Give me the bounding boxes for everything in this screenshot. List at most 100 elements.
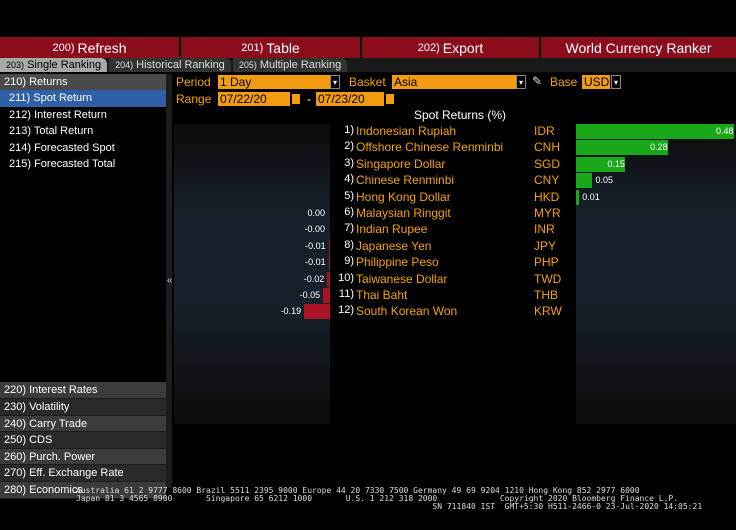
sidebar-item-carry-trade[interactable]: 240) Carry Trade — [0, 415, 166, 433]
table-row[interactable]: 1) Indonesian Rupiah IDR 0.48 — [174, 124, 736, 140]
currency-name[interactable]: Offshore Chinese Renminbi — [356, 140, 504, 155]
currency-name[interactable]: Indian Rupee — [356, 222, 428, 237]
range-from-input[interactable]: 07/22/20 — [218, 92, 290, 106]
table-row[interactable]: 2) Offshore Chinese Renminbi CNH 0.28 — [174, 140, 736, 156]
negative-bar — [323, 288, 330, 303]
table-row[interactable]: 4) Chinese Renminbi CNY 0.05 — [174, 173, 736, 189]
table-row[interactable]: 9) Philippine Peso PHP -0.01 — [174, 255, 736, 271]
range-label: Range — [176, 92, 212, 106]
currency-name[interactable]: Hong Kong Dollar — [356, 189, 451, 204]
currency-code[interactable]: THB — [534, 288, 558, 302]
rank-number: 5) — [344, 189, 354, 202]
rank-number: 11) — [338, 288, 354, 300]
currency-code[interactable]: CNY — [534, 173, 560, 188]
sidebar-item-forecasted-spot[interactable]: 214) Forecasted Spot — [0, 139, 166, 156]
currency-name[interactable]: Indonesian Rupiah — [356, 124, 457, 138]
refresh-button[interactable]: 200) Refresh — [0, 37, 181, 58]
currency-name[interactable]: Philippine Peso — [356, 255, 439, 270]
sidebar-item-spot-return[interactable]: 211) Spot Return — [0, 90, 166, 107]
base-dropdown-icon[interactable]: ▾ — [611, 75, 621, 89]
currency-code[interactable]: INR — [534, 222, 555, 237]
table-button[interactable]: 201) Table — [181, 37, 362, 58]
currency-code[interactable]: TWD — [534, 271, 562, 286]
table-shortcut: 201) — [241, 41, 264, 54]
period-select[interactable]: 1 Day — [218, 75, 330, 89]
currency-code[interactable]: HKD — [534, 189, 560, 204]
negative-bar — [328, 238, 330, 254]
basket-label: Basket — [349, 75, 386, 89]
sidebar-item-interest-rates[interactable]: 220) Interest Rates — [0, 382, 166, 399]
currency-name[interactable]: Chinese Renminbi — [356, 173, 455, 188]
table-row[interactable]: 12) South Korean Won KRW -0.19 — [174, 304, 736, 320]
sidebar-item-economics[interactable]: 280) Economics — [0, 481, 166, 499]
table-row[interactable]: 11) Thai Baht THB -0.05 — [174, 288, 736, 304]
currency-name[interactable]: Taiwanese Dollar — [356, 271, 448, 286]
bar-value-label: -0.00 — [304, 224, 325, 235]
table-row[interactable]: 8) Japanese Yen JPY -0.01 — [174, 238, 736, 255]
sidebar-spacer — [0, 172, 166, 383]
table-row[interactable]: 5) Hong Kong Dollar HKD 0.01 — [174, 189, 736, 206]
sidebar-item-interest-return[interactable]: 212) Interest Return — [0, 106, 166, 124]
currency-code[interactable]: KRW — [534, 304, 562, 319]
negative-bar-panel — [174, 124, 330, 424]
currency-name[interactable]: Malaysian Ringgit — [356, 206, 451, 220]
tab-historical-ranking[interactable]: 204) Historical Ranking — [109, 58, 231, 72]
positive-bar — [576, 156, 626, 172]
calendar-from-icon[interactable] — [291, 93, 301, 105]
rank-number: 7) — [344, 222, 354, 235]
range-separator: - — [307, 92, 311, 106]
currency-name[interactable]: Japanese Yen — [356, 238, 432, 253]
currency-code[interactable]: SGD — [534, 156, 561, 171]
export-shortcut: 202) — [417, 41, 440, 54]
currency-code[interactable]: PHP — [534, 255, 559, 270]
currency-name[interactable]: Thai Baht — [356, 288, 408, 302]
basket-dropdown-icon[interactable]: ▾ — [516, 75, 526, 89]
footer-line-1: Australia 61 2 9777 8600 Brazil 5511 239… — [76, 486, 640, 495]
bar-value-label: 0.01 — [582, 191, 600, 202]
bar-value-label: -0.01 — [305, 257, 326, 268]
tab-label: Multiple Ranking — [259, 59, 342, 71]
currency-name[interactable]: South Korean Won — [356, 304, 458, 319]
currency-code[interactable]: IDR — [534, 124, 555, 138]
base-select[interactable]: USD — [582, 75, 610, 89]
bar-value-label: 0.05 — [595, 175, 613, 186]
basket-select[interactable]: Asia — [392, 75, 526, 89]
negative-bar — [304, 304, 330, 320]
export-button[interactable]: 202) Export — [362, 37, 541, 58]
tab-multiple-ranking[interactable]: 205) Multiple Ranking — [232, 58, 348, 72]
filter-panel: Period 1 Day ▾ Basket Asia ▾ ✎ Base USD … — [174, 74, 736, 108]
period-label: Period — [176, 75, 211, 89]
footer-line-3: SN 711840 IST GMT+5:30 H511-2466-0 23-Ju… — [76, 502, 703, 511]
pencil-icon[interactable]: ✎ — [532, 74, 543, 88]
sidebar-item-forecasted-total[interactable]: 215) Forecasted Total — [0, 155, 166, 173]
sidebar-item-total-return[interactable]: 213) Total Return — [0, 123, 166, 140]
currency-code[interactable]: JPY — [534, 238, 557, 253]
calendar-to-icon[interactable] — [385, 93, 395, 105]
sidebar-item-cds[interactable]: 250) CDS — [0, 432, 166, 449]
tab-label: Single Ranking — [27, 59, 102, 71]
tab-shortcut: 203) — [6, 60, 25, 70]
bar-value-label: -0.02 — [303, 273, 325, 284]
currency-code[interactable]: CNH — [534, 140, 560, 155]
sidebar-divider[interactable] — [166, 74, 172, 488]
table-row[interactable]: 7) Indian Rupee INR -0.00 — [174, 222, 736, 238]
period-dropdown-icon[interactable]: ▾ — [330, 75, 340, 89]
sidebar-item-volatility[interactable]: 230) Volatility — [0, 398, 166, 416]
table-row[interactable]: 6) Malaysian Ringgit MYR 0.00 — [174, 206, 736, 222]
rank-number: 9) — [344, 255, 354, 268]
range-to-input[interactable]: 07/23/20 — [316, 92, 384, 106]
currency-code[interactable]: MYR — [534, 206, 561, 220]
currency-name[interactable]: Singapore Dollar — [356, 156, 446, 171]
rank-number: 3) — [344, 156, 354, 169]
sidebar-item-eff-exchange-rate[interactable]: 270) Eff. Exchange Rate — [0, 465, 166, 482]
sidebar: 210) Returns 211) Spot Return 212) Inter… — [0, 74, 166, 499]
sidebar-returns-header[interactable]: 210) Returns — [0, 74, 166, 91]
tab-single-ranking[interactable]: 203) Single Ranking — [0, 58, 108, 72]
sidebar-item-purch-power[interactable]: 260) Purch. Power — [0, 448, 166, 466]
table-row[interactable]: 3) Singapore Dollar SGD 0.15 — [174, 156, 736, 173]
table-row[interactable]: 10) Taiwanese Dollar TWD -0.02 — [174, 271, 736, 288]
rank-number: 4) — [344, 173, 354, 186]
negative-bar — [327, 271, 330, 287]
collapse-sidebar-icon[interactable]: « — [167, 275, 173, 286]
positive-bar — [576, 140, 669, 156]
